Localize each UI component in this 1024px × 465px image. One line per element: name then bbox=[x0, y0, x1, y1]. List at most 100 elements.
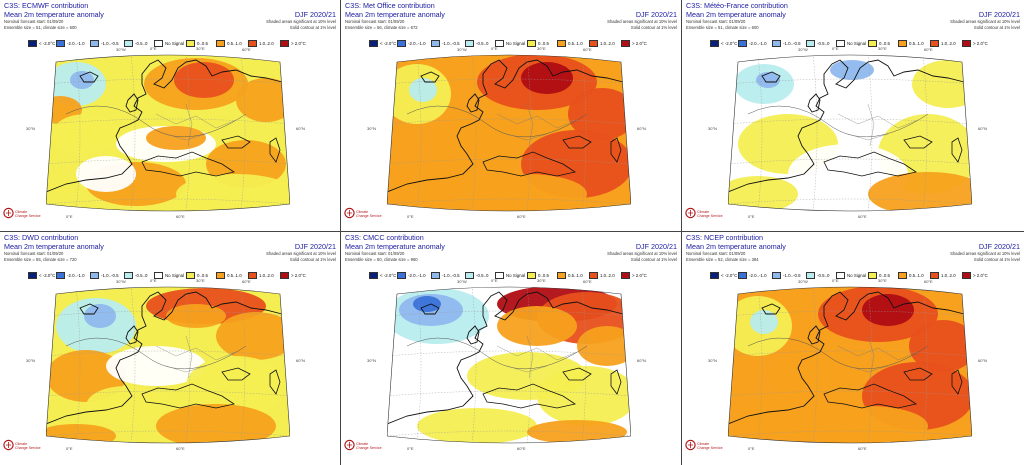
legend-label: No Signal bbox=[165, 41, 185, 46]
anomaly-region bbox=[750, 310, 778, 334]
logo-text: Change Service bbox=[15, 446, 41, 450]
panel-variable: Mean 2m temperature anomaly bbox=[686, 242, 786, 251]
legend-swatch bbox=[527, 40, 536, 47]
graticule-label: 0°E bbox=[832, 278, 839, 283]
anomaly-region bbox=[521, 62, 573, 94]
logo-text: Change Service bbox=[15, 214, 41, 218]
graticule-label: 60°E bbox=[583, 279, 592, 284]
panel-title: C3S: Met Office contribution bbox=[345, 1, 435, 10]
sea-outline bbox=[951, 137, 963, 163]
copernicus-logo: Climate Change Service bbox=[3, 438, 41, 458]
coastline bbox=[761, 303, 781, 315]
map-canvas bbox=[387, 286, 631, 444]
country-borders bbox=[837, 335, 919, 379]
legend-swatch bbox=[930, 272, 939, 279]
coastline bbox=[420, 71, 440, 83]
panel-title: C3S: ECMWF contribution bbox=[4, 1, 89, 10]
legend-label: -1.0..-0.5 bbox=[783, 273, 801, 278]
legend-label: -2.0..-1.0 bbox=[408, 273, 426, 278]
legend-swatch bbox=[28, 272, 37, 279]
forecast-start: Nominal forecast start: 01/09/20 bbox=[686, 251, 746, 256]
graticule-label: 0°E bbox=[150, 46, 157, 51]
graticule-label: 60°E bbox=[583, 47, 592, 52]
map-frame bbox=[728, 54, 972, 212]
legend-swatch bbox=[930, 40, 939, 47]
anomaly-region bbox=[156, 404, 276, 443]
legend-swatch bbox=[124, 272, 133, 279]
forecast-start: Nominal forecast start: 01/09/20 bbox=[4, 251, 64, 256]
color-legend: < -2.0°C -2.0..-1.0 -1.0..-0.5 -0.5..0 No Si… bbox=[369, 271, 669, 281]
legend-swatch bbox=[738, 40, 747, 47]
legend-label: -2.0..-1.0 bbox=[408, 41, 426, 46]
graticule-label: 60°E bbox=[517, 446, 526, 451]
legend-swatch bbox=[836, 272, 845, 279]
climate-logo-icon bbox=[3, 207, 14, 219]
anomaly-region bbox=[862, 294, 914, 326]
legend-label: 1.0..2.0 bbox=[259, 41, 274, 46]
sea-outline bbox=[610, 369, 622, 395]
anomaly-region bbox=[772, 346, 864, 406]
legend-label: 0..0.5 bbox=[538, 273, 549, 278]
legend-swatch bbox=[589, 272, 598, 279]
ensemble-size: Ensemble size = 51, climate size = 600 bbox=[686, 25, 759, 30]
color-legend: < -2.0°C -2.0..-1.0 -1.0..-0.5 -0.5..0 No Si… bbox=[28, 39, 328, 49]
legend-swatch bbox=[898, 272, 907, 279]
logo-text: Climate bbox=[697, 210, 710, 214]
map-frame bbox=[46, 54, 290, 212]
significance-contour-line bbox=[406, 105, 588, 138]
legend-label: < -2.0°C bbox=[380, 41, 397, 46]
panel-title: C3S: NCEP contribution bbox=[686, 233, 763, 242]
legend-label: 1.0..2.0 bbox=[941, 41, 956, 46]
graticule-label: 0°E bbox=[748, 214, 755, 219]
legend-label: -2.0..-1.0 bbox=[749, 273, 767, 278]
graticule-label: 30°W bbox=[457, 47, 467, 52]
legend-swatch bbox=[962, 40, 971, 47]
anomaly-region bbox=[174, 62, 234, 98]
significance-shaded: Shaded areas significant at 10% level bbox=[607, 251, 677, 256]
coastline bbox=[466, 93, 480, 113]
graticule-label: 60°E bbox=[858, 446, 867, 451]
map-panel-mtofrance: C3S: Météo-France contribution Mean 2m te… bbox=[682, 0, 1024, 232]
anomaly-region bbox=[527, 420, 627, 443]
coastline bbox=[761, 71, 781, 83]
graticule-label: 30°W bbox=[457, 279, 467, 284]
anomaly-region bbox=[84, 304, 116, 328]
legend-swatch bbox=[962, 272, 971, 279]
anomaly-region bbox=[568, 88, 631, 140]
graticule-label: 30°N bbox=[367, 126, 376, 131]
legend-swatch bbox=[621, 272, 630, 279]
anomaly-region bbox=[830, 60, 874, 80]
coastline bbox=[387, 291, 631, 443]
legend-swatch bbox=[154, 272, 163, 279]
legend-swatch bbox=[431, 272, 440, 279]
graticule-label: 60°N bbox=[637, 126, 646, 131]
coastline bbox=[387, 59, 631, 211]
panel-season: DJF 2020/21 bbox=[294, 10, 336, 19]
sea-outline bbox=[951, 369, 963, 395]
graticule-label: 30°N bbox=[26, 126, 35, 131]
coastline bbox=[125, 325, 139, 345]
legend-swatch bbox=[90, 272, 99, 279]
significance-shaded: Shaded areas significant at 10% level bbox=[607, 19, 677, 24]
map-frame bbox=[46, 286, 290, 444]
map-frame bbox=[728, 286, 972, 444]
anomaly-region bbox=[70, 71, 94, 89]
panel-season: DJF 2020/21 bbox=[978, 10, 1020, 19]
legend-swatch bbox=[186, 272, 195, 279]
logo-text: Climate bbox=[356, 442, 369, 446]
graticule-label: 30°N bbox=[367, 358, 376, 363]
legend-label: 1.0..2.0 bbox=[600, 273, 615, 278]
legend-label: 1.0..2.0 bbox=[941, 273, 956, 278]
ensemble-size: Ensemble size = 51, climate size = 600 bbox=[4, 25, 77, 30]
legend-label: 1.0..2.0 bbox=[600, 41, 615, 46]
legend-label: 0..0.5 bbox=[879, 41, 890, 46]
graticule-label: 30°N bbox=[708, 126, 717, 131]
legend-swatch bbox=[216, 40, 225, 47]
legend-label: > 2.0°C bbox=[291, 273, 306, 278]
legend-swatch bbox=[248, 40, 257, 47]
legend-label: < -2.0°C bbox=[39, 273, 56, 278]
logo-text: Climate bbox=[356, 210, 369, 214]
map-panel-metoffice: C3S: Met Office contribution Mean 2m temp… bbox=[341, 0, 682, 232]
anomaly-map: 30°W 0°E 30°E 60°E 30°N 60°N 0°E 60°E bbox=[367, 46, 646, 219]
